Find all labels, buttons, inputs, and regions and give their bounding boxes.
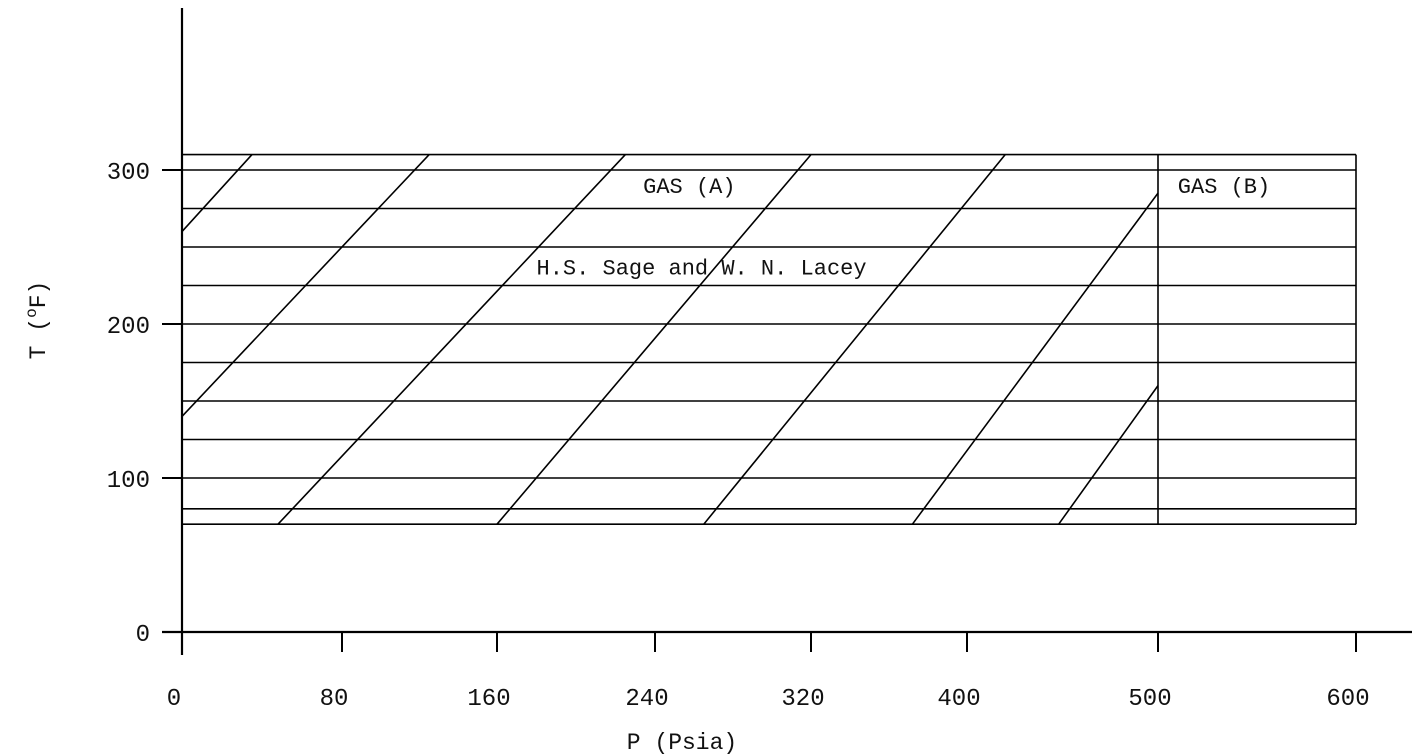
y-axis-title-end: F) (26, 281, 52, 309)
y-tick-label-300: 300 (107, 160, 150, 187)
diagonal-line-3 (277, 154, 626, 525)
y-axis-title-main: T ( (26, 318, 52, 359)
x-tick-label-400: 400 (937, 686, 980, 713)
x-tick-label-80: 80 (320, 686, 349, 713)
annotation-3: H.S. Sage and W. N. Lacey (537, 257, 867, 282)
y-axis-title: T (oF) (23, 281, 52, 360)
x-tick-label-0: 0 (167, 686, 181, 713)
x-tick-label-240: 240 (625, 686, 668, 713)
annotation-layer: GAS (A) GAS (B) H.S. Sage and W. N. Lacey (537, 175, 1271, 282)
diagonal-line-6 (911, 192, 1159, 525)
diagonal-line-1 (181, 154, 253, 233)
diagonal-line-7 (1058, 385, 1159, 525)
x-tick-label-500: 500 (1128, 686, 1171, 713)
annotation-2: GAS (B) (1178, 175, 1270, 200)
diagonal-line-5 (703, 154, 1006, 525)
diagonal-line-4 (496, 154, 812, 525)
grid-layer (182, 153, 1357, 526)
x-tick-label-320: 320 (781, 686, 824, 713)
diagonal-lines-layer (181, 154, 1159, 525)
x-axis-title: P (Psia) (627, 730, 737, 755)
y-tick-label-100: 100 (107, 468, 150, 495)
y-tick-label-0: 0 (136, 622, 150, 649)
tick-layer: 0 80 160 240 320 400 500 600 0 100 200 300 (107, 160, 1370, 713)
y-axis-title-sup: o (23, 308, 41, 318)
annotation-1: GAS (A) (643, 175, 735, 200)
diagonal-line-2 (181, 154, 430, 417)
y-tick-label-200: 200 (107, 314, 150, 341)
x-tick-label-160: 160 (467, 686, 510, 713)
x-tick-label-600: 600 (1326, 686, 1369, 713)
